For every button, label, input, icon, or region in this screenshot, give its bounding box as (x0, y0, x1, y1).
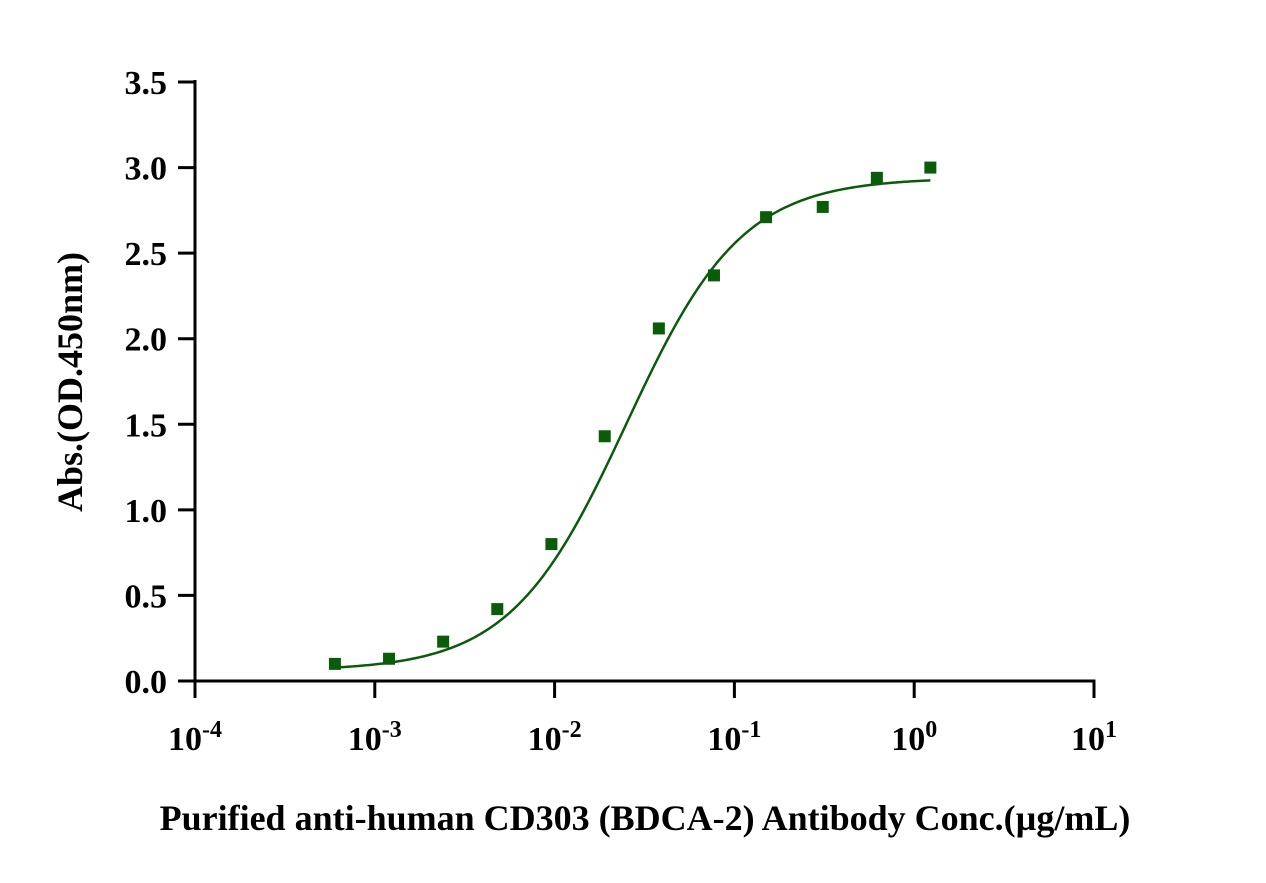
y-tick-label: 0.0 (125, 664, 168, 701)
x-axis-title: Purified anti-human CD303 (BDCA-2) Antib… (160, 798, 1131, 838)
data-point (598, 430, 611, 443)
y-tick-label: 2.5 (125, 236, 168, 273)
data-point (437, 635, 450, 648)
y-tick-label: 0.5 (125, 578, 168, 615)
data-point (652, 322, 665, 335)
data-point (870, 171, 883, 184)
x-tick-label: 101 (1071, 717, 1117, 758)
x-tick-label: 10-4 (168, 717, 222, 758)
data-point (545, 538, 558, 551)
y-tick-label: 1.5 (125, 407, 168, 444)
y-tick-label: 2.0 (125, 322, 168, 359)
data-points-layer (328, 161, 937, 670)
y-axis-title: Abs.(OD.450nm) (50, 252, 90, 512)
data-point (383, 652, 396, 665)
data-point (491, 603, 504, 616)
data-point (760, 211, 773, 224)
y-tick-label: 3.5 (125, 65, 168, 102)
data-point (328, 657, 341, 670)
y-tick-label: 1.0 (125, 493, 168, 530)
x-tick-label: 10-1 (707, 717, 761, 758)
y-tick-label: 3.0 (125, 151, 168, 188)
data-point (816, 200, 829, 213)
x-tick-label: 100 (891, 717, 937, 758)
fit-curve-line (334, 179, 931, 669)
x-tick-label: 10-3 (348, 717, 402, 758)
data-point (924, 161, 937, 174)
x-tick-label: 10-2 (528, 717, 582, 758)
data-point (707, 269, 720, 282)
fit-curve-layer (334, 179, 931, 669)
axes: 0.0 0.5 1.0 1.5 2.0 2.5 3.0 3.5 10-4 10-3 10-2 10-1… (125, 65, 1118, 758)
